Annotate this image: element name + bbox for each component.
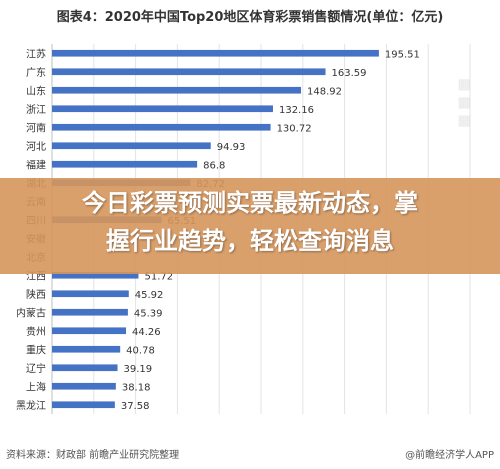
banner-line-2: 握行业趋势，轻松查询消息 [106,227,394,255]
value-label: 44.26 [132,327,161,338]
category-label: 福建 [26,158,46,171]
value-label: 51.72 [144,271,173,282]
category-label: 内蒙古 [16,306,46,319]
category-label: 山东 [26,84,46,97]
value-label: 86.8 [203,160,225,171]
value-label: 39.19 [124,364,153,375]
value-label: 132.16 [279,105,314,116]
category-label: 河南 [26,121,46,134]
bar [52,364,118,372]
value-label: 45.39 [134,308,163,319]
category-label: 黑龙江 [16,399,46,412]
bar [52,382,116,390]
category-label: 陕西 [26,288,46,301]
banner-line-1: 今日彩票预测实票最新动态，掌 [82,189,418,217]
chart-title: 图表4：2020年中国Top20地区体育彩票销售额情况(单位：亿元) [56,10,444,25]
category-label: 浙江 [26,104,46,116]
bar [52,290,129,298]
bar [52,142,211,150]
value-label: 40.78 [126,345,155,356]
bar [52,401,115,409]
category-label: 辽宁 [26,362,46,375]
brand-mark: @前瞻经济学人APP [405,450,494,461]
value-label: 130.72 [277,123,312,134]
bar [52,327,127,335]
bar [52,86,301,94]
bar [52,271,139,279]
bar [52,123,271,131]
value-label: 163.59 [332,68,367,79]
overlay-banner: 今日彩票预测实票最新动态，掌 握行业趋势，轻松查询消息 [0,178,500,274]
value-label: 195.51 [385,49,420,60]
bar [52,68,326,76]
bar [52,160,198,168]
category-label: 广东 [26,66,46,79]
bar [52,308,128,316]
value-label: 38.18 [122,382,151,393]
value-label: 45.92 [135,290,164,301]
value-label: 148.92 [307,86,342,97]
category-label: 重庆 [26,343,46,356]
category-label: 江苏 [26,47,46,60]
bar [52,105,273,113]
value-label: 94.93 [217,142,246,153]
watermark: ▦ ▦ ▦ [456,78,473,128]
bar [52,345,121,353]
banner-text: 今日彩票预测实票最新动态，掌 握行业趋势，轻松查询消息 [10,184,490,260]
bar [52,49,379,57]
value-label: 37.58 [121,401,150,412]
source-note: 资料来源：财政部 前瞻产业研究院整理 [6,450,180,461]
category-label: 贵州 [26,325,46,338]
category-label: 上海 [26,380,46,393]
category-label: 河北 [26,141,46,153]
